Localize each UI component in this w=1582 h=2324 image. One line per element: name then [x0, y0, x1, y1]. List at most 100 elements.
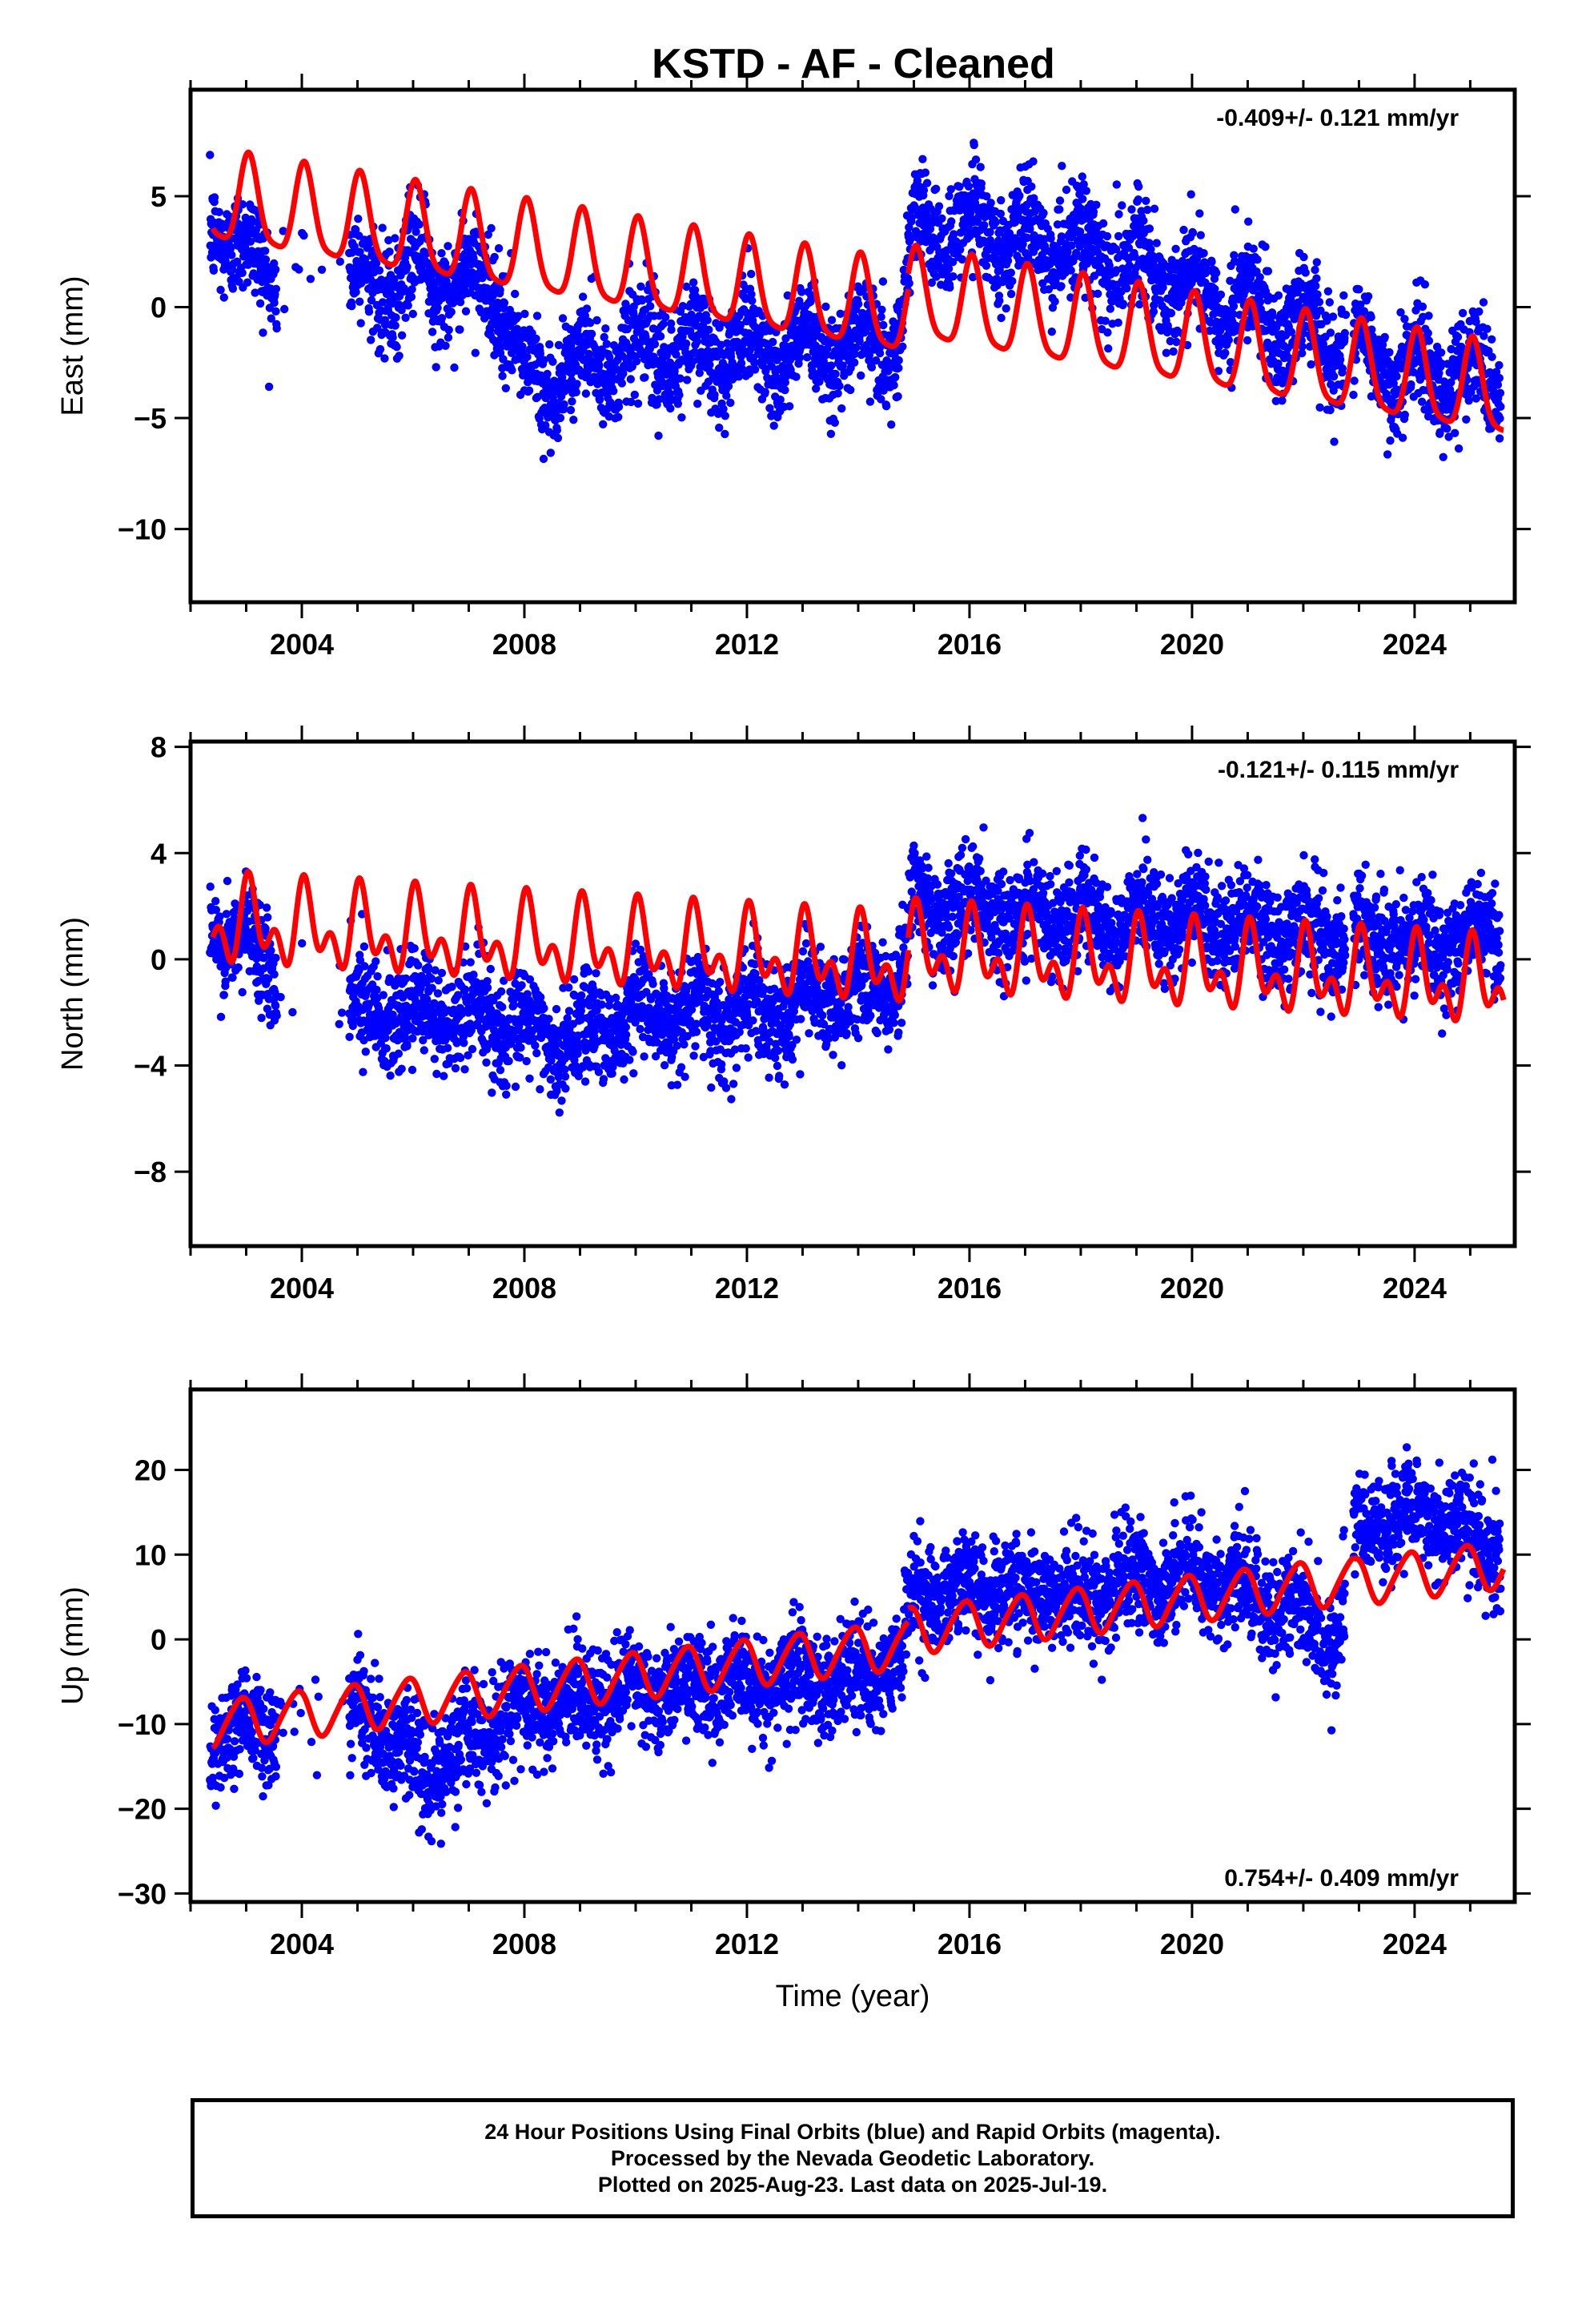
- data-point: [1329, 372, 1339, 381]
- data-point: [238, 987, 247, 997]
- data-point: [666, 404, 675, 413]
- data-point: [412, 227, 420, 236]
- data-point: [1315, 297, 1324, 307]
- data-point: [1417, 397, 1427, 406]
- data-point: [1006, 268, 1016, 277]
- data-point: [626, 375, 635, 384]
- data-point: [558, 314, 568, 323]
- data-point: [1483, 324, 1492, 333]
- data-point: [1166, 336, 1175, 346]
- data-point: [378, 298, 387, 307]
- data-point: [437, 968, 447, 978]
- data-point: [219, 991, 228, 999]
- data-point: [703, 316, 712, 324]
- data-point: [737, 359, 746, 368]
- data-point: [846, 385, 855, 395]
- data-point: [210, 193, 219, 202]
- data-point: [792, 372, 801, 381]
- data-point: [211, 897, 220, 906]
- data-point: [1424, 312, 1433, 320]
- data-point: [667, 325, 676, 334]
- plot-area-north: [206, 814, 1507, 1117]
- data-point: [404, 301, 412, 310]
- data-point: [705, 360, 714, 369]
- data-point: [986, 227, 994, 237]
- data-point: [385, 247, 394, 256]
- data-point: [335, 257, 344, 266]
- data-point: [1407, 380, 1415, 389]
- data-point: [1057, 232, 1066, 241]
- data-point: [1072, 248, 1081, 258]
- data-point: [271, 265, 280, 274]
- data-point: [1111, 245, 1121, 254]
- data-point: [1030, 194, 1038, 203]
- data-point: [460, 1065, 469, 1074]
- data-point: [1053, 220, 1062, 229]
- data-point: [351, 287, 360, 296]
- data-point: [1040, 235, 1049, 243]
- data-point: [681, 339, 691, 348]
- data-point: [228, 284, 238, 293]
- data-point: [982, 261, 991, 270]
- data-point: [837, 404, 846, 413]
- data-point: [367, 296, 376, 305]
- data-point: [392, 343, 401, 352]
- data-point: [734, 372, 744, 381]
- data-point: [444, 333, 453, 342]
- data-point: [395, 352, 404, 360]
- data-point: [1199, 249, 1208, 258]
- data-point: [1311, 281, 1320, 291]
- data-point: [867, 363, 877, 372]
- data-point: [1078, 172, 1087, 181]
- data-point: [748, 296, 757, 305]
- data-point: [919, 186, 929, 195]
- data-point: [1398, 433, 1407, 442]
- data-point: [1280, 312, 1290, 321]
- data-point: [408, 309, 417, 319]
- data-point: [216, 285, 225, 295]
- data-point: [1062, 185, 1071, 195]
- data-points-east: [206, 139, 1505, 464]
- data-point: [430, 1055, 439, 1063]
- data-point: [996, 209, 1006, 219]
- data-point: [863, 344, 872, 353]
- data-point: [299, 231, 308, 240]
- data-point: [227, 251, 236, 259]
- data-point: [922, 179, 932, 187]
- data-point: [601, 324, 610, 333]
- data-point: [295, 265, 303, 274]
- data-point: [456, 298, 465, 307]
- data-point: [656, 332, 665, 341]
- data-point: [433, 304, 442, 312]
- data-point: [1329, 386, 1338, 395]
- data-point: [1298, 348, 1307, 358]
- data-point: [279, 227, 287, 235]
- data-point: [1475, 307, 1484, 316]
- data-point: [1022, 233, 1032, 243]
- data-point: [371, 957, 380, 966]
- data-point: [234, 963, 243, 972]
- data-point: [347, 302, 356, 311]
- data-point: [407, 292, 416, 301]
- data-point: [1230, 251, 1239, 259]
- data-point: [806, 291, 816, 300]
- data-point: [1066, 266, 1075, 275]
- data-point: [262, 903, 271, 912]
- data-point: [655, 395, 664, 404]
- data-point: [496, 987, 506, 996]
- data-point: [1104, 344, 1113, 353]
- data-point: [440, 259, 450, 268]
- data-point: [351, 225, 360, 234]
- data-point: [276, 992, 285, 1002]
- data-point: [969, 272, 978, 282]
- data-point: [971, 155, 981, 164]
- data-point: [553, 433, 563, 443]
- data-point: [1118, 300, 1128, 308]
- data-point: [815, 377, 824, 386]
- data-point: [460, 985, 469, 994]
- data-point: [361, 1047, 370, 1056]
- data-point: [1082, 187, 1091, 195]
- data-point: [270, 970, 279, 979]
- data-point: [261, 255, 271, 264]
- data-point: [528, 1034, 538, 1043]
